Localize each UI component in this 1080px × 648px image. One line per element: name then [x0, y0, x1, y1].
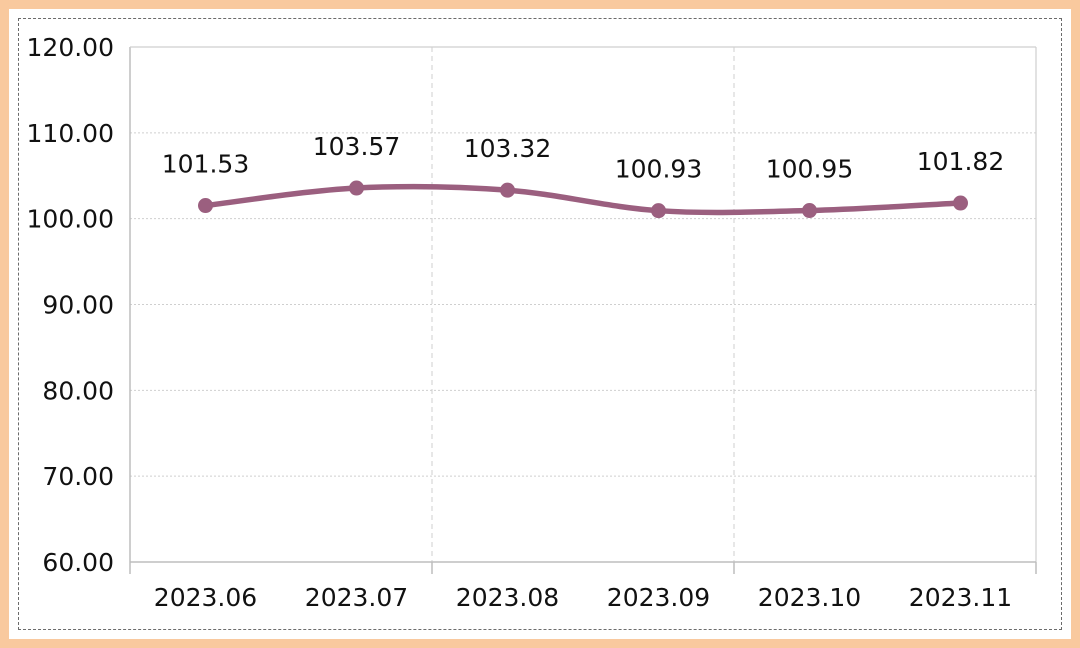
- data-label: 101.82: [917, 147, 1004, 176]
- y-tick-label: 100.00: [27, 205, 114, 234]
- y-tick-label: 90.00: [42, 291, 114, 320]
- data-point: [802, 203, 817, 219]
- data-point: [651, 203, 666, 219]
- series-line-group: [202, 183, 964, 216]
- x-tick-label: 2023.07: [305, 583, 408, 612]
- x-axis-ticks: 2023.06 2023.07 2023.08 2023.09 2023.10 2023.…: [154, 583, 1012, 612]
- y-axis-ticks: 60.00 70.00 80.00 90.00 100.00 110.00 120.00: [27, 33, 114, 577]
- data-label: 101.53: [162, 150, 249, 179]
- axes: [129, 46, 1037, 574]
- data-labels: 101.53 103.57 103.32 100.93 100.95 101.82: [162, 132, 1004, 184]
- x-tick-label: 2023.06: [154, 583, 257, 612]
- data-point: [198, 198, 213, 214]
- y-tick-label: 70.00: [42, 462, 114, 491]
- x-tick-label: 2023.11: [909, 583, 1012, 612]
- chart-inner-border: [18, 18, 1062, 630]
- x-tick-label: 2023.08: [456, 583, 559, 612]
- data-label: 103.32: [464, 134, 551, 163]
- y-tick-label: 110.00: [27, 119, 114, 148]
- x-tick-label: 2023.10: [758, 583, 861, 612]
- data-label: 103.57: [313, 132, 400, 161]
- y-tick-label: 60.00: [42, 548, 114, 577]
- data-point: [953, 195, 968, 211]
- series-line: [202, 183, 964, 216]
- grid-lines: [130, 46, 1036, 562]
- data-label: 100.93: [615, 155, 702, 184]
- y-tick-label: 80.00: [42, 376, 114, 405]
- data-point: [349, 180, 364, 196]
- data-label: 100.95: [766, 155, 853, 184]
- data-point: [500, 182, 515, 198]
- y-tick-label: 120.00: [27, 33, 114, 62]
- x-tick-label: 2023.09: [607, 583, 710, 612]
- data-points: [198, 180, 968, 219]
